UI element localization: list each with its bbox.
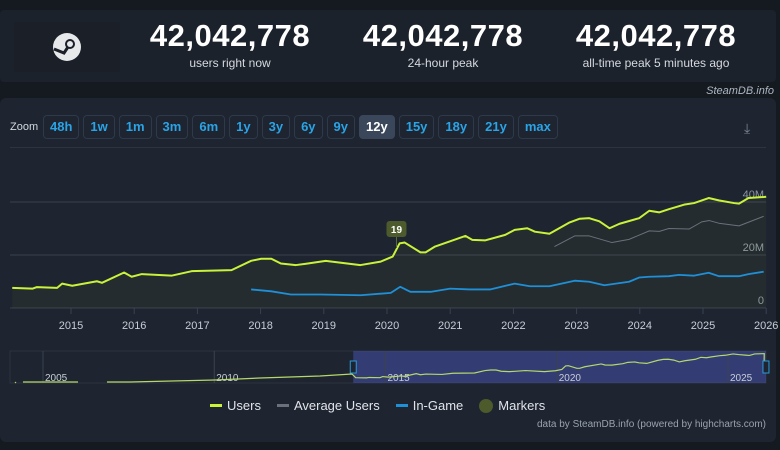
nav-tick-label: 2020 [559,373,582,384]
download-icon[interactable]: ⤓ [744,120,751,136]
navigator-handle[interactable] [762,360,770,374]
zoom-button-15y[interactable]: 15y [398,115,435,139]
stat-24h-peak: 42,042,778 24-hour peak [343,18,543,70]
legend: Users Average Users In-Game Markers [210,398,545,413]
marker-flag[interactable] [386,221,407,237]
zoom-button-max[interactable]: max [517,115,558,139]
zoom-button-6y[interactable]: 6y [294,115,323,139]
x-tick-label: 2024 [628,320,652,332]
x-tick-label: 2026 [754,320,778,332]
legend-markers[interactable]: Markers [479,398,545,413]
navigator-handle[interactable] [349,360,357,374]
x-tick-label: 2021 [438,320,462,332]
nav-tick-label: 2010 [216,373,239,384]
stat-all-time-peak: 42,042,778 all-time peak 5 minutes ago [556,18,756,70]
zoom-button-1w[interactable]: 1w [83,115,115,139]
stat-label: all-time peak 5 minutes ago [582,56,730,70]
users-swatch-icon [210,404,222,407]
legend-label: In-Game [412,398,464,413]
stat-label: 24-hour peak [407,56,479,70]
zoom-button-1m[interactable]: 1m [118,115,152,139]
zoom-button-48h[interactable]: 48h [43,115,80,139]
x-tick-label: 2025 [691,320,715,332]
series-line-in-game[interactable] [251,270,764,297]
x-tick-label: 2018 [248,320,272,332]
stat-users-now: 42,042,778 users right now [130,18,330,70]
steam-logo-icon [14,22,120,72]
series-line-users[interactable] [12,195,767,290]
x-tick-label: 2015 [59,320,83,332]
x-tick-label: 2016 [122,320,146,332]
navigator-selection[interactable] [353,351,766,383]
stats-panel: 42,042,778 users right now 42,042,778 24-h… [0,10,776,82]
chart-panel [0,98,776,442]
zoom-button-9y[interactable]: 9y [326,115,356,139]
x-tick-label: 2022 [501,320,525,332]
legend-users[interactable]: Users [210,398,261,413]
zoom-button-12y[interactable]: 12y [359,115,395,139]
zoom-button-6m[interactable]: 6m [192,115,226,139]
divider [10,147,766,148]
marker-label: 19 [391,225,403,236]
legend-in-game[interactable]: In-Game [395,398,464,413]
nav-tick-label: 2005 [45,373,68,384]
legend-label: Markers [498,398,546,413]
stat-value: 42,042,778 [362,18,524,53]
stat-value: 42,042,778 [149,18,311,53]
users-area [12,196,767,308]
zoom-label: Zoom [10,121,39,133]
zoom-button-18y[interactable]: 18y [438,115,475,139]
markers-swatch-icon [479,398,494,413]
zoom-buttons: 48h 1w 1m 3m 6m 1y 3y 6y 9y 12y 15y 18y 21y max [43,115,558,139]
y-tick-label: 0 [758,295,764,307]
legend-average-users[interactable]: Average Users [276,398,380,413]
legend-label: Average Users [293,398,380,413]
chart-credits[interactable]: data by SteamDB.info (powered by highcha… [537,419,766,430]
y-tick-label: 20M [743,242,764,254]
nav-tick-label: 2015 [388,373,411,384]
stat-label: users right now [189,56,271,70]
nav-tick-label: 2025 [730,373,753,384]
stat-value: 42,042,778 [575,18,737,53]
ingame-swatch-icon [395,404,408,407]
average-swatch-icon [276,404,289,407]
zoom-button-3y[interactable]: 3y [261,115,291,139]
zoom-button-1y[interactable]: 1y [229,115,258,139]
legend-label: Users [227,398,261,413]
x-tick-label: 2017 [185,320,209,332]
x-tick-label: 2019 [312,320,336,332]
series-line-average-users[interactable] [554,215,764,247]
x-tick-label: 2023 [564,320,588,332]
steamdb-credit: SteamDB.info [706,85,774,97]
zoom-button-21y[interactable]: 21y [478,115,514,139]
x-tick-label: 2020 [375,320,399,332]
zoom-button-3m[interactable]: 3m [155,115,189,139]
navigator-series [14,352,765,384]
